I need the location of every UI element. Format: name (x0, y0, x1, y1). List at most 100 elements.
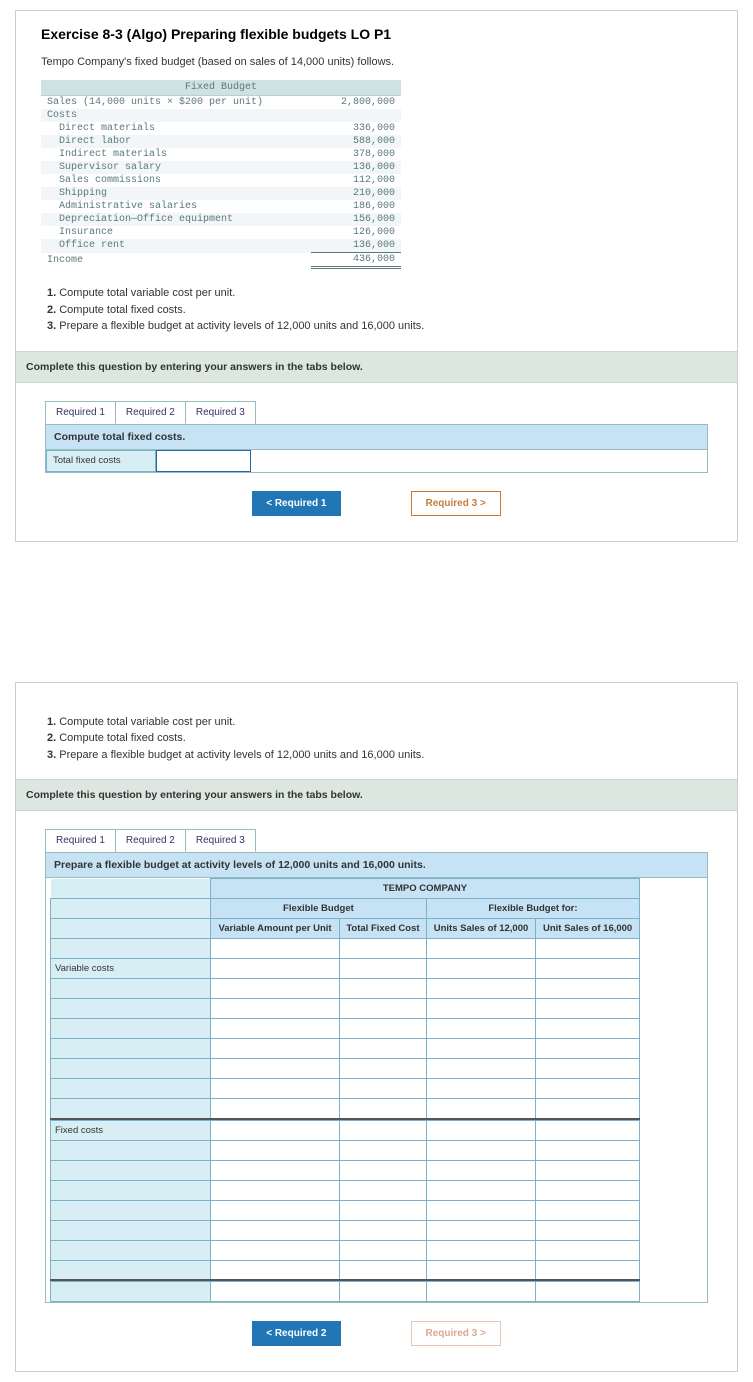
worksheet-row-label-empty[interactable] (51, 1099, 211, 1119)
worksheet-input-cell[interactable] (536, 1160, 640, 1180)
worksheet-input-cell[interactable] (426, 1079, 535, 1099)
worksheet-row-label-empty[interactable] (51, 1079, 211, 1099)
worksheet-input-cell[interactable] (340, 1200, 427, 1220)
worksheet-input-cell[interactable] (536, 1240, 640, 1260)
worksheet-input-cell[interactable] (536, 939, 640, 959)
worksheet-input-cell[interactable] (536, 1120, 640, 1140)
tab2-required-1[interactable]: Required 1 (45, 829, 116, 852)
worksheet-input-cell[interactable] (426, 1160, 535, 1180)
next-button-2-disabled[interactable]: Required 3 > (411, 1321, 501, 1346)
worksheet-input-cell[interactable] (536, 1180, 640, 1200)
worksheet-input-cell[interactable] (211, 999, 340, 1019)
tab-required-1[interactable]: Required 1 (45, 401, 116, 424)
worksheet-row-label-empty[interactable] (51, 1240, 211, 1260)
worksheet-input-cell[interactable] (340, 1220, 427, 1240)
total-fixed-costs-input[interactable] (156, 450, 251, 472)
worksheet-input-cell[interactable] (536, 979, 640, 999)
prev-button[interactable]: < Required 1 (252, 491, 340, 516)
worksheet-input-cell[interactable] (340, 1160, 427, 1180)
worksheet-row-label-empty[interactable] (51, 1140, 211, 1160)
worksheet-input-cell[interactable] (211, 1099, 340, 1119)
worksheet-input-cell[interactable] (340, 1240, 427, 1260)
tab2-required-2[interactable]: Required 2 (115, 829, 186, 852)
worksheet-input-cell[interactable] (536, 1019, 640, 1039)
worksheet-input-cell[interactable] (340, 959, 427, 979)
worksheet-input-cell[interactable] (536, 1059, 640, 1079)
worksheet-input-cell[interactable] (426, 1120, 535, 1140)
worksheet-input-cell[interactable] (426, 1180, 535, 1200)
worksheet-row-label-empty[interactable] (51, 1180, 211, 1200)
worksheet-row-label-empty[interactable] (51, 999, 211, 1019)
tab-required-3[interactable]: Required 3 (185, 401, 256, 424)
worksheet-row-label-empty[interactable] (51, 939, 211, 959)
worksheet-input-cell[interactable] (426, 1039, 535, 1059)
worksheet-input-cell[interactable] (536, 959, 640, 979)
worksheet-input-cell[interactable] (211, 959, 340, 979)
worksheet-input-cell[interactable] (340, 1019, 427, 1039)
worksheet-row-label-empty[interactable] (51, 1282, 211, 1302)
worksheet-input-cell[interactable] (340, 1282, 427, 1302)
worksheet-input-cell[interactable] (211, 1140, 340, 1160)
worksheet-row-label-empty[interactable] (51, 1200, 211, 1220)
worksheet-input-cell[interactable] (536, 1039, 640, 1059)
worksheet-input-cell[interactable] (426, 939, 535, 959)
worksheet-row-label-empty[interactable] (51, 1039, 211, 1059)
worksheet-input-cell[interactable] (211, 939, 340, 959)
worksheet-input-cell[interactable] (211, 1120, 340, 1140)
worksheet-input-cell[interactable] (211, 1059, 340, 1079)
worksheet-input-cell[interactable] (536, 1200, 640, 1220)
worksheet-row-label-empty[interactable] (51, 1160, 211, 1180)
worksheet-input-cell[interactable] (426, 1200, 535, 1220)
worksheet-input-cell[interactable] (211, 1160, 340, 1180)
worksheet-input-cell[interactable] (340, 1180, 427, 1200)
worksheet-input-cell[interactable] (340, 1260, 427, 1280)
prev-button-2[interactable]: < Required 2 (252, 1321, 340, 1346)
worksheet-input-cell[interactable] (536, 1260, 640, 1280)
worksheet-input-cell[interactable] (340, 1079, 427, 1099)
worksheet-input-cell[interactable] (211, 1039, 340, 1059)
worksheet-input-cell[interactable] (340, 1140, 427, 1160)
worksheet-row-label-empty[interactable] (51, 1220, 211, 1240)
worksheet-input-cell[interactable] (426, 1220, 535, 1240)
worksheet-row-label-empty[interactable] (51, 979, 211, 999)
worksheet-input-cell[interactable] (211, 1200, 340, 1220)
worksheet-input-cell[interactable] (426, 1140, 535, 1160)
worksheet-input-cell[interactable] (211, 979, 340, 999)
worksheet-input-cell[interactable] (426, 1240, 535, 1260)
worksheet-input-cell[interactable] (426, 1260, 535, 1280)
worksheet-input-cell[interactable] (426, 1099, 535, 1119)
worksheet-input-cell[interactable] (340, 979, 427, 999)
worksheet-input-cell[interactable] (536, 999, 640, 1019)
task-text: Prepare a flexible budget at activity le… (59, 749, 424, 761)
worksheet-input-cell[interactable] (426, 979, 535, 999)
worksheet-input-cell[interactable] (426, 1282, 535, 1302)
worksheet-input-cell[interactable] (340, 999, 427, 1019)
worksheet-input-cell[interactable] (211, 1180, 340, 1200)
worksheet-row-label-empty[interactable] (51, 1260, 211, 1280)
next-button[interactable]: Required 3 > (411, 491, 501, 516)
worksheet-input-cell[interactable] (426, 1059, 535, 1079)
worksheet-input-cell[interactable] (536, 1282, 640, 1302)
worksheet-input-cell[interactable] (211, 1240, 340, 1260)
worksheet-input-cell[interactable] (340, 939, 427, 959)
worksheet-input-cell[interactable] (340, 1120, 427, 1140)
worksheet-input-cell[interactable] (211, 1282, 340, 1302)
worksheet-input-cell[interactable] (426, 1019, 535, 1039)
worksheet-input-cell[interactable] (340, 1099, 427, 1119)
worksheet-row-label-empty[interactable] (51, 1019, 211, 1039)
worksheet-input-cell[interactable] (426, 999, 535, 1019)
worksheet-input-cell[interactable] (340, 1059, 427, 1079)
worksheet-input-cell[interactable] (211, 1079, 340, 1099)
tab-required-2[interactable]: Required 2 (115, 401, 186, 424)
worksheet-input-cell[interactable] (536, 1079, 640, 1099)
worksheet-input-cell[interactable] (211, 1260, 340, 1280)
worksheet-input-cell[interactable] (211, 1220, 340, 1240)
worksheet-row-label-empty[interactable] (51, 1059, 211, 1079)
tab2-required-3[interactable]: Required 3 (185, 829, 256, 852)
worksheet-input-cell[interactable] (211, 1019, 340, 1039)
worksheet-input-cell[interactable] (536, 1220, 640, 1240)
worksheet-input-cell[interactable] (340, 1039, 427, 1059)
worksheet-input-cell[interactable] (536, 1099, 640, 1119)
worksheet-input-cell[interactable] (426, 959, 535, 979)
worksheet-input-cell[interactable] (536, 1140, 640, 1160)
